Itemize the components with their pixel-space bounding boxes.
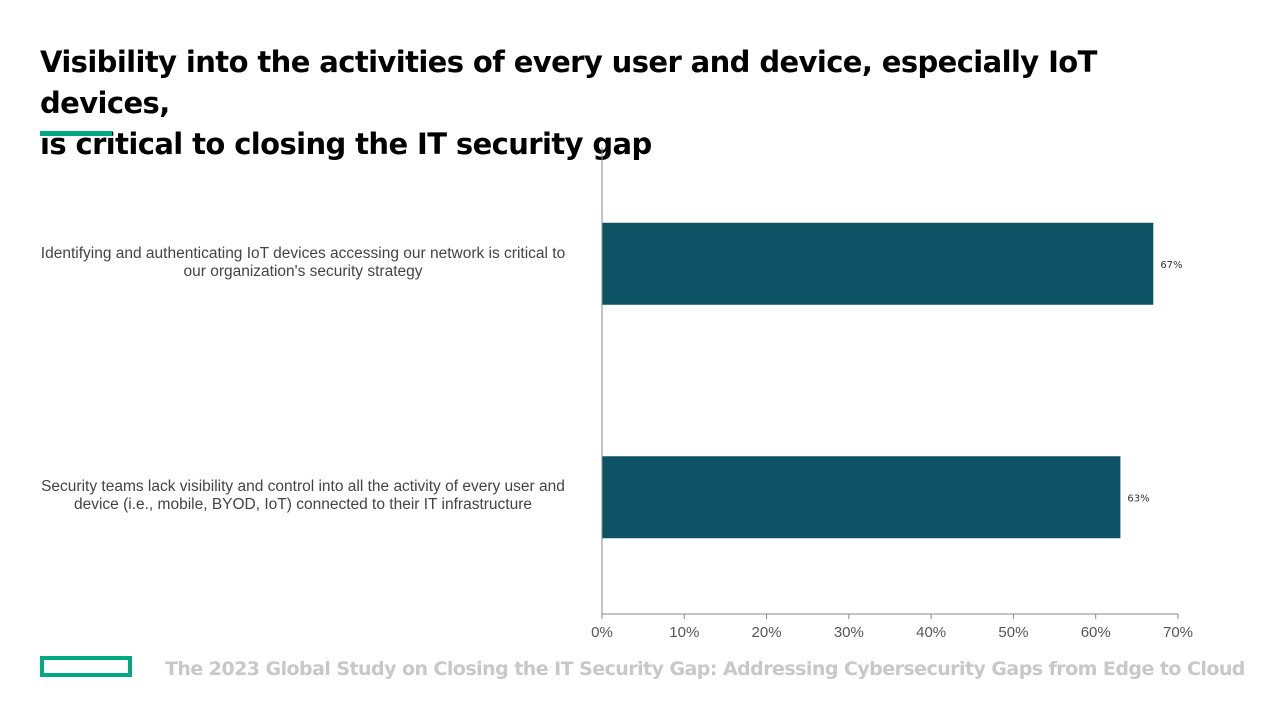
footer-source-text: The 2023 Global Study on Closing the IT … bbox=[165, 658, 1245, 680]
category-label-1: Security teams lack visibility and contr… bbox=[18, 478, 588, 514]
x-tick-label-2: 20% bbox=[752, 624, 782, 641]
x-tick-label-1: 10% bbox=[669, 624, 699, 641]
x-tick-label-7: 70% bbox=[1163, 624, 1193, 641]
x-tick-label-4: 40% bbox=[916, 624, 946, 641]
x-tick-label-6: 60% bbox=[1081, 624, 1111, 641]
bar-1 bbox=[602, 456, 1121, 539]
x-tick-label-5: 50% bbox=[998, 624, 1028, 641]
slide-title: Visibility into the activities of every … bbox=[40, 42, 1220, 165]
title-line-2: is critical to closing the IT security g… bbox=[40, 127, 652, 161]
category-label-0-line-1: our organization's security strategy bbox=[183, 262, 423, 280]
category-label-1-line-1: device (i.e., mobile, BYOD, IoT) connect… bbox=[73, 496, 532, 514]
x-tick-label-3: 30% bbox=[834, 624, 864, 641]
x-tick-label-0: 0% bbox=[591, 624, 613, 641]
bar-value-label-0: 67% bbox=[1160, 260, 1182, 271]
bar-value-label-1: 63% bbox=[1127, 493, 1149, 504]
title-line-1: Visibility into the activities of every … bbox=[40, 45, 1097, 120]
category-label-0: Identifying and authenticating IoT devic… bbox=[18, 245, 588, 281]
bar-0 bbox=[602, 222, 1154, 305]
hpe-logo bbox=[40, 656, 132, 677]
title-accent-rule bbox=[40, 131, 112, 136]
category-label-0-line-0: Identifying and authenticating IoT devic… bbox=[40, 244, 566, 262]
category-label-1-line-0: Security teams lack visibility and contr… bbox=[41, 478, 565, 496]
